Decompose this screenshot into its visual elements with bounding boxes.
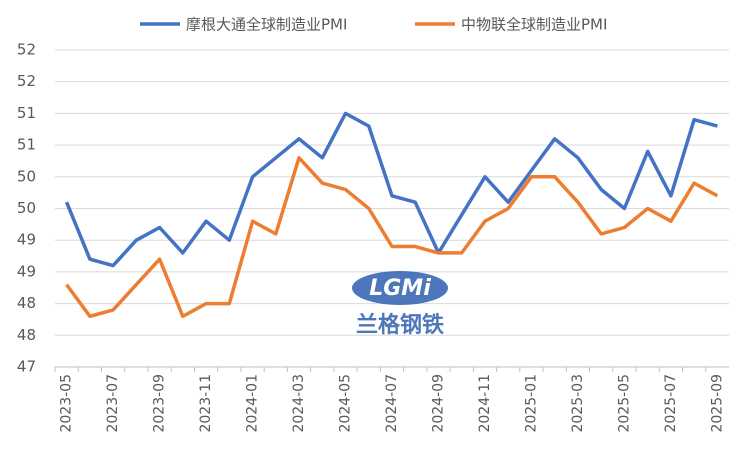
legend-label: 摩根大通全球制造业PMI [186,16,347,34]
y-tick-label: 52 [17,41,36,59]
y-tick-label: 48 [17,326,36,344]
legend-label: 中物联全球制造业PMI [461,16,607,34]
series-line [64,111,718,268]
x-tick-label: 2024-09 [430,374,446,433]
plot: 47 48 48 49 49 50 50 51 51 52 52 2023-05 2023-07 2023… [17,16,729,433]
y-tick-label: 49 [17,262,36,280]
x-tick-label: 2024-01 [245,374,261,433]
y-tick-label: 51 [17,136,36,154]
watermark-logo: LGMi [369,276,431,301]
x-tick-label: 2025-05 [616,374,632,433]
x-tick-label: 2024-07 [384,374,400,433]
x-tick-label: 2025-07 [663,374,679,433]
series-line [65,156,719,319]
x-tick-label: 2024-05 [338,374,354,433]
y-tick-label: 47 [17,358,36,376]
watermark-logo-shape [352,271,448,305]
y-tick-label: 48 [17,294,36,312]
x-tick-label: 2023-07 [105,374,121,433]
watermark-text: 兰格钢铁 [356,312,444,338]
watermark: LGMi 兰格钢铁 [352,271,448,338]
y-tick-label: 50 [17,167,36,185]
x-tick-label: 2023-05 [59,374,75,433]
x-tick-label: 2023-11 [198,374,214,433]
y-tick-label: 51 [17,104,36,122]
x-tick-label: 2025-01 [523,374,539,433]
y-tick-label: 50 [17,199,36,217]
x-tick-label: 2023-09 [152,374,168,433]
x-tick-label: 2025-09 [709,374,725,433]
x-tick-label: 2025-03 [570,374,586,433]
x-tick-label: 2024-11 [477,374,493,433]
x-tick-label: 2024-03 [291,374,307,433]
y-tick-label: 49 [17,231,36,249]
y-tick-label: 52 [17,72,36,90]
